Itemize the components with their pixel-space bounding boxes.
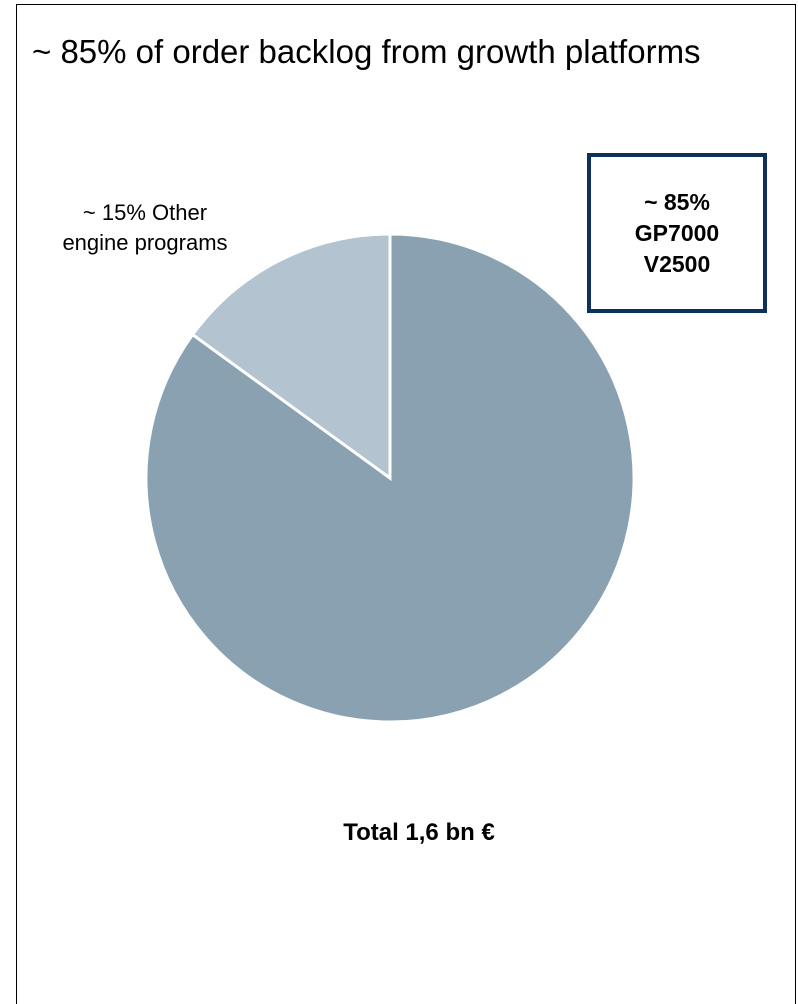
other-programs-label-line-2: engine programs <box>62 230 228 255</box>
chart-title: ~ 85% of order backlog from growth platf… <box>32 33 701 70</box>
growth-platforms-program-1: GP7000 <box>634 219 720 246</box>
pie-slices <box>144 232 636 724</box>
other-programs-label-line-1: ~ 15% Other <box>82 200 208 225</box>
pie-chart <box>144 232 636 724</box>
total-label: Total 1,6 bn € <box>343 819 495 846</box>
pie-slice-other-programs <box>190 232 392 481</box>
growth-platforms-program-2: V2500 <box>643 250 711 277</box>
growth-platforms-callout: ~ 85% GP7000 V2500 <box>587 153 767 313</box>
pie-slice-growth-platforms <box>144 232 636 724</box>
slide-frame <box>16 4 796 1004</box>
other-programs-label: ~ 15% Other engine programs <box>20 198 270 258</box>
growth-platforms-share: ~ 85% <box>644 188 710 215</box>
